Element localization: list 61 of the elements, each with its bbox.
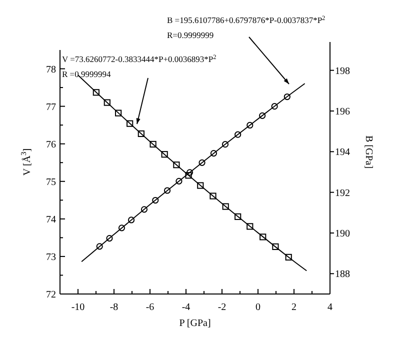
point: [128, 216, 135, 224]
point: [246, 122, 254, 129]
point: [152, 196, 159, 204]
point: [222, 141, 229, 148]
x-tick-label: -10: [71, 302, 85, 313]
point: [185, 172, 192, 179]
x-axis-title: P [GPa]: [179, 318, 211, 329]
point: [104, 99, 110, 106]
point: [260, 234, 266, 240]
point: [150, 140, 156, 148]
point: [272, 243, 279, 250]
x-tick-label: -4: [182, 302, 190, 313]
y2-tick-label: 194: [335, 147, 350, 158]
point: [96, 243, 103, 250]
point: [106, 234, 113, 242]
x-tick-label: -6: [146, 302, 154, 313]
annotation: R =0.9999994: [62, 69, 112, 79]
point: [222, 203, 229, 210]
point: [246, 223, 254, 230]
point: [161, 151, 168, 158]
point: [271, 103, 278, 110]
point: [140, 206, 148, 213]
y2-tick-label: 190: [335, 228, 350, 240]
point: [176, 178, 182, 184]
point: [126, 120, 134, 127]
y2-tick-label: 198: [335, 66, 350, 77]
y-tick-label: 74: [46, 214, 56, 226]
y-tick-label: 73: [46, 252, 56, 263]
y-tick-label: 78: [46, 64, 56, 76]
point: [115, 110, 122, 116]
text: R=0.9999999: [167, 30, 214, 40]
text: B =195.6107786+0.6797876*P-0.0037837*P$^{2}$: [167, 14, 326, 25]
x-tick-label: 0: [256, 302, 260, 313]
annotation: V =73.6260772-0.3833444*P+0.0036893*P$^{2}$: [62, 54, 216, 64]
point: [285, 254, 292, 261]
y2-tick-label: 192: [335, 188, 350, 199]
point: [118, 224, 126, 232]
point: [138, 130, 144, 138]
y-tick-label: 72: [46, 290, 56, 300]
point: [284, 93, 290, 100]
x-tick-label: -2: [218, 302, 226, 313]
y-tick-label: 77: [46, 102, 56, 113]
point: [259, 112, 266, 119]
point: [198, 159, 206, 166]
point: [234, 213, 242, 220]
point: [197, 182, 204, 189]
point: [92, 89, 100, 96]
y-tick-label: 76: [46, 139, 56, 150]
x-tick-label: 4: [328, 302, 332, 313]
x-tick-label: 2: [292, 302, 296, 313]
x-tick-label: -8: [110, 302, 118, 313]
y2-tick-label: 188: [335, 269, 350, 280]
y-tick-label: 75: [46, 176, 56, 188]
point: [210, 192, 216, 200]
y2-tick-label: 196: [335, 106, 350, 118]
point: [186, 169, 194, 176]
point: [210, 150, 218, 157]
point: [164, 187, 171, 194]
point: [173, 162, 180, 168]
y2-axis-title: B [GPa]: [363, 135, 374, 169]
point: [234, 131, 242, 138]
